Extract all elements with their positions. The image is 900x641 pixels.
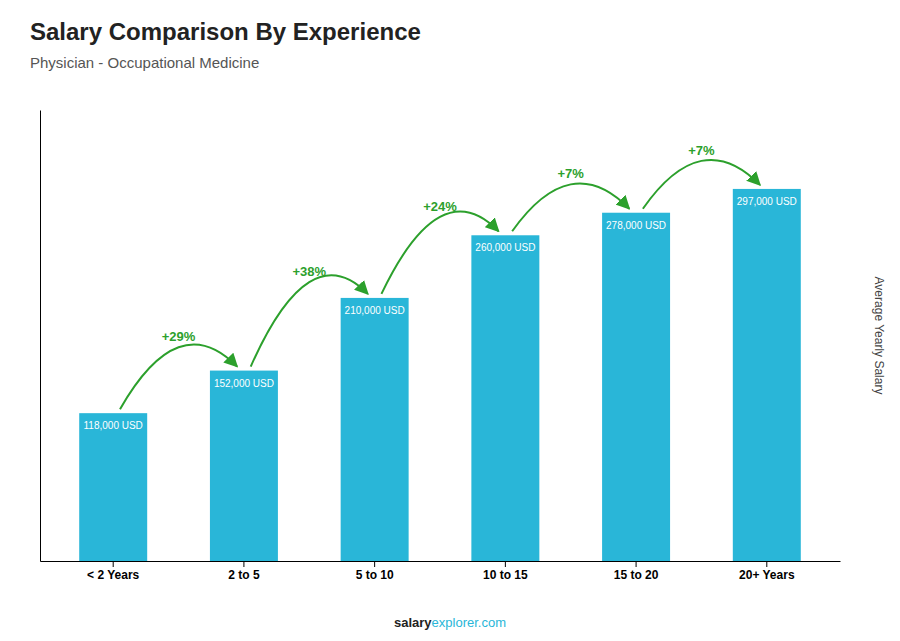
bars [79, 189, 801, 561]
pct-change-label: +7% [558, 166, 585, 181]
data-label: 297,000 USD [737, 196, 797, 207]
pct-change-label: +29% [162, 329, 196, 344]
x-axis-line [41, 561, 841, 562]
footer-part: salary [394, 615, 432, 630]
x-tick: 20+ Years [739, 561, 795, 582]
data-labels: 118,000 USD 152,000 USD 210,000 USD 260,000… [84, 196, 797, 431]
x-tick-mark [243, 561, 244, 567]
plot: < 2 Years 2 to 5 5 to 10 10 to 15 15 to 20 20… [41, 111, 841, 582]
x-tick-label: 20+ Years [739, 568, 795, 582]
x-tick-label: 2 to 5 [228, 568, 260, 582]
x-tick-label: 15 to 20 [614, 568, 659, 582]
footer-part: explorer.com [432, 615, 506, 630]
x-tick-mark [766, 561, 767, 567]
data-label: 118,000 USD [84, 420, 143, 431]
x-tick: 2 to 5 [228, 561, 260, 582]
x-tick-label: 5 to 10 [356, 568, 394, 582]
change-arrow [251, 275, 368, 366]
x-tick-mark [636, 561, 637, 567]
x-tick: < 2 Years [87, 561, 139, 582]
pct-change-label: +7% [688, 143, 715, 158]
y-axis-title: Average Yearly Salary [872, 277, 886, 395]
y-axis-line [40, 111, 41, 562]
bar [341, 298, 409, 561]
x-tick-label: < 2 Years [87, 568, 139, 582]
x-axis: < 2 Years 2 to 5 5 to 10 10 to 15 15 to 20 20… [41, 561, 841, 582]
bar [79, 413, 147, 561]
change-arrow [381, 212, 498, 294]
pct-change-label: +24% [423, 199, 457, 214]
bar [210, 371, 278, 561]
annotations: +29% +38% +24% +7% +7% [162, 143, 715, 344]
x-tick: 15 to 20 [614, 561, 659, 582]
x-tick-mark [374, 561, 375, 567]
title: Salary Comparison By Experience [30, 18, 421, 45]
data-label: 260,000 USD [475, 242, 535, 253]
subtitle: Physician - Occupational Medicine [30, 54, 259, 71]
bar [471, 235, 539, 561]
data-label: 152,000 USD [214, 378, 274, 389]
change-arrow [120, 344, 237, 409]
pct-change-label: +38% [292, 264, 326, 279]
x-tick-mark [505, 561, 506, 567]
chart: < 2 Years 2 to 5 5 to 10 10 to 15 15 to 20 20… [0, 0, 900, 641]
change-arrow [643, 160, 760, 209]
change-arrow [512, 183, 629, 231]
data-label: 278,000 USD [606, 220, 666, 231]
x-tick: 5 to 10 [356, 561, 394, 582]
x-tick-label: 10 to 15 [483, 568, 528, 582]
x-tick: 10 to 15 [483, 561, 528, 582]
change-arrows [120, 160, 760, 409]
x-tick-mark [113, 561, 114, 567]
data-label: 210,000 USD [345, 305, 405, 316]
bar [733, 189, 801, 561]
bar [602, 213, 670, 561]
y-axis [40, 111, 41, 562]
footer: salaryexplorer.com [394, 615, 506, 630]
